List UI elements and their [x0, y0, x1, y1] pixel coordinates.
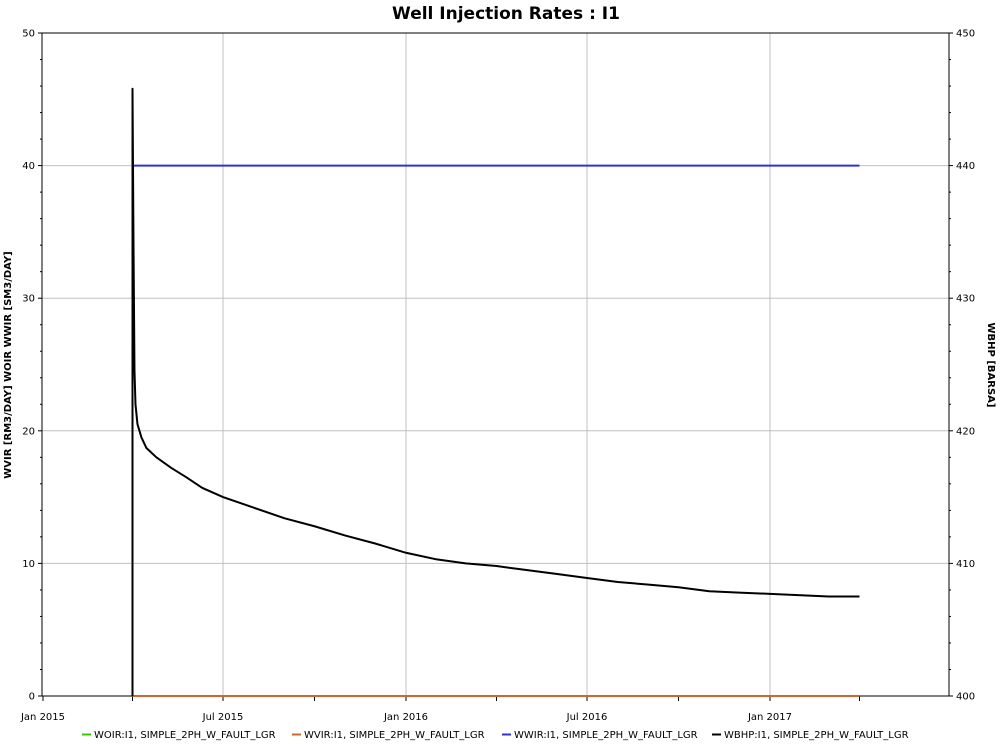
- right-y-axis: 400 410 420 430 440 450: [949, 29, 975, 703]
- right-y-tick-label: 410: [956, 559, 975, 570]
- left-y-tick-label: 30: [22, 294, 35, 305]
- legend: WOIR:I1, SIMPLE_2PH_W_FAULT_LGR WVIR:I1, …: [82, 730, 909, 741]
- right-y-tick-label: 450: [956, 29, 975, 40]
- legend-label-wvir: WVIR:I1, SIMPLE_2PH_W_FAULT_LGR: [304, 730, 485, 741]
- right-y-tick-label: 440: [956, 161, 975, 172]
- right-y-tick-label: 430: [956, 294, 975, 305]
- legend-label-wbhp: WBHP:I1, SIMPLE_2PH_W_FAULT_LGR: [724, 730, 909, 741]
- x-tick-label: Jan 2017: [747, 712, 792, 723]
- right-y-tick-label: 420: [956, 426, 975, 437]
- x-tick-label: Jan 2015: [20, 712, 65, 723]
- right-y-axis-label: WBHP [BARSA]: [985, 323, 996, 408]
- left-y-tick-label: 50: [22, 29, 35, 40]
- left-y-axis: 0 10 20 30 40 50: [22, 29, 42, 703]
- x-tick-label: Jul 2016: [566, 712, 608, 723]
- left-y-tick-label: 10: [22, 559, 35, 570]
- left-y-axis-label: WVIR [RM3/DAY] WOIR WWIR [SM3/DAY]: [3, 251, 14, 479]
- left-y-tick-label: 20: [22, 426, 35, 437]
- legend-label-wwir: WWIR:I1, SIMPLE_2PH_W_FAULT_LGR: [514, 730, 698, 741]
- left-y-tick-label: 40: [22, 161, 35, 172]
- legend-label-woir: WOIR:I1, SIMPLE_2PH_W_FAULT_LGR: [94, 730, 276, 741]
- chart-title: Well Injection Rates : I1: [392, 4, 620, 24]
- x-tick-label: Jul 2015: [202, 712, 244, 723]
- right-y-tick-label: 400: [956, 692, 975, 703]
- x-tick-label: Jan 2016: [383, 712, 428, 723]
- series-line-wbhp: [131, 87, 860, 696]
- left-y-tick-label: 0: [29, 692, 35, 703]
- series-layer: [131, 87, 860, 697]
